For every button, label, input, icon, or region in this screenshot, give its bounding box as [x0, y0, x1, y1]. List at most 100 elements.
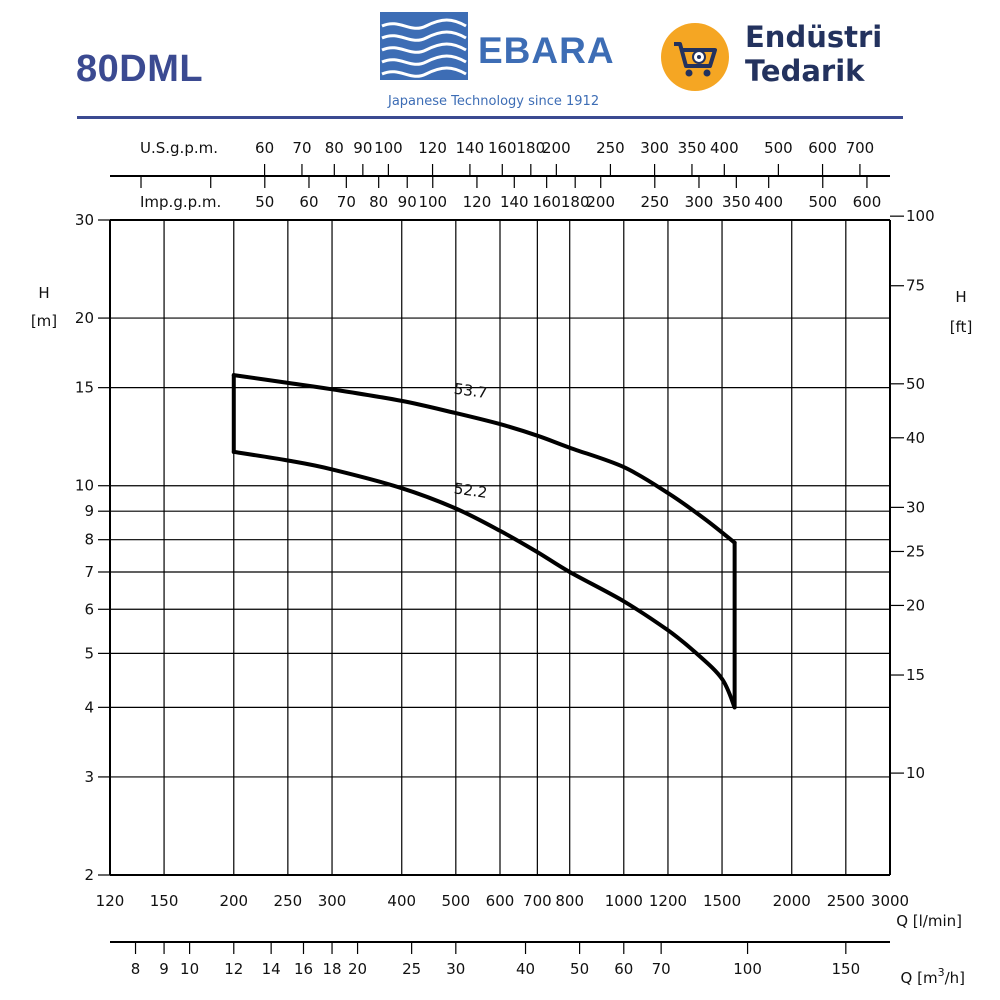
- m3h-tick-label: 20: [348, 960, 367, 978]
- y-tick-label: 10: [75, 477, 94, 495]
- vendor-name-line2: Tedarik: [745, 54, 865, 88]
- y-tick-label: 2: [84, 866, 94, 884]
- us-gpm-tick-label: 350: [678, 139, 707, 157]
- x-tick-label: 2000: [773, 892, 811, 910]
- y-right-axis-label-h: H: [955, 288, 966, 306]
- series-line-53-7: [231, 373, 737, 545]
- y-right-tick-label: 10: [906, 764, 925, 782]
- us-gpm-tick-label: 700: [846, 139, 875, 157]
- m3h-tick-label: 16: [294, 960, 313, 978]
- header-divider: [77, 116, 903, 119]
- x-tick-label: 1200: [649, 892, 687, 910]
- x-tick-label: 600: [486, 892, 515, 910]
- imp-gpm-tick-label: 100: [418, 193, 447, 211]
- y-right-tick-label: 100: [906, 207, 935, 225]
- m3h-tick-label: 10: [180, 960, 199, 978]
- m3h-tick-label: 60: [614, 960, 633, 978]
- m3h-tick-label: 18: [322, 960, 341, 978]
- imp-gpm-tick-label: 140: [500, 193, 529, 211]
- imp-gpm-tick-label: 600: [853, 193, 882, 211]
- m3h-tick-label: 150: [831, 960, 860, 978]
- model-title: 80DML: [76, 48, 204, 90]
- x-tick-label: 1500: [703, 892, 741, 910]
- us-gpm-label: U.S.g.p.m.: [140, 139, 218, 157]
- series-label: 53.7: [453, 380, 489, 402]
- x-tick-label: 150: [150, 892, 179, 910]
- y-right-tick-label: 75: [906, 277, 925, 295]
- us-gpm-tick-label: 100: [374, 139, 403, 157]
- ebara-logo: EBARA Japanese Technology since 1912: [380, 12, 620, 112]
- shopping-cart-gear-icon: [661, 23, 729, 91]
- x-tick-label: 800: [555, 892, 584, 910]
- us-gpm-tick-label: 120: [418, 139, 447, 157]
- x-tick-label: 1000: [605, 892, 643, 910]
- x-tick-label: 3000: [871, 892, 909, 910]
- imp-gpm-tick-label: 350: [722, 193, 751, 211]
- us-gpm-tick-label: 160: [488, 139, 517, 157]
- y-tick-label: 30: [75, 211, 94, 229]
- m3h-label-main: Q [m: [901, 969, 938, 987]
- us-gpm-tick-label: 70: [292, 139, 311, 157]
- imp-gpm-label: Imp.g.p.m.: [140, 193, 221, 211]
- m3h-tick-label: 25: [402, 960, 421, 978]
- us-gpm-tick-label: 400: [710, 139, 739, 157]
- m3h-tick-label: 50: [570, 960, 589, 978]
- y-right-tick-label: 25: [906, 542, 925, 560]
- imp-gpm-tick-label: 90: [398, 193, 417, 211]
- y-right-tick-label: 40: [906, 429, 925, 447]
- us-gpm-tick-label: 250: [596, 139, 625, 157]
- imp-gpm-tick-label: 300: [685, 193, 714, 211]
- ebara-wordmark: EBARA: [478, 30, 615, 71]
- us-gpm-tick-label: 90: [353, 139, 372, 157]
- imp-gpm-tick-label: 60: [299, 193, 318, 211]
- y-right-tick-label: 20: [906, 596, 925, 614]
- m3h-label-sup: 3: [938, 966, 945, 979]
- imp-gpm-tick-label: 160: [532, 193, 561, 211]
- us-gpm-tick-label: 300: [640, 139, 669, 157]
- y-axis-label-unit: [m]: [31, 312, 57, 330]
- us-gpm-tick-label: 600: [808, 139, 837, 157]
- x-tick-label: 2500: [827, 892, 865, 910]
- m3h-tick-label: 30: [446, 960, 465, 978]
- imp-gpm-tick-label: 250: [640, 193, 669, 211]
- x-tick-label: 700: [523, 892, 552, 910]
- x-tick-label: 400: [387, 892, 416, 910]
- tick-labels: 120 150 200 250 300 400 500 600 700 800 1000 1200 15…: [75, 139, 935, 978]
- series-line-52-2: [231, 449, 737, 710]
- vendor-name-line1: Endüstri: [745, 20, 883, 54]
- y-axis-label-h: H: [38, 284, 49, 302]
- y-tick-label: 5: [84, 644, 94, 662]
- us-gpm-tick-label: 500: [764, 139, 793, 157]
- y-tick-label: 7: [84, 563, 94, 581]
- us-gpm-tick-label: 80: [325, 139, 344, 157]
- imp-gpm-tick-label: 400: [754, 193, 783, 211]
- y-right-tick-label: 15: [906, 666, 925, 684]
- imp-gpm-tick-label: 70: [337, 193, 356, 211]
- ebara-tagline: Japanese Technology since 1912: [388, 94, 600, 109]
- y-right-tick-label: 30: [906, 498, 925, 516]
- m3h-tick-label: 100: [733, 960, 762, 978]
- imp-gpm-tick-label: 180: [561, 193, 590, 211]
- x-axis-label: Q [l/min]: [896, 912, 962, 930]
- y-tick-label: 20: [75, 309, 94, 327]
- axes: [98, 164, 904, 954]
- y-right-axis-label-unit: [ft]: [950, 318, 973, 336]
- x-tick-label: 250: [274, 892, 303, 910]
- imp-gpm-tick-label: 50: [255, 193, 274, 211]
- us-gpm-tick-label: 140: [456, 139, 485, 157]
- us-gpm-tick-label: 60: [255, 139, 274, 157]
- imp-gpm-tick-label: 500: [808, 193, 837, 211]
- us-gpm-tick-label: 180: [516, 139, 545, 157]
- y-tick-label: 8: [84, 531, 94, 549]
- y-right-tick-label: 50: [906, 375, 925, 393]
- series-label: 52.2: [453, 479, 489, 501]
- imp-gpm-tick-label: 200: [586, 193, 615, 211]
- m3h-label-end: /h]: [945, 969, 965, 987]
- curves: 53.7 52.2: [231, 373, 737, 710]
- y-tick-label: 15: [75, 379, 94, 397]
- m3h-tick-label: 14: [262, 960, 281, 978]
- y-tick-label: 9: [84, 502, 94, 520]
- m3h-tick-label: 8: [131, 960, 141, 978]
- us-gpm-tick-label: 200: [542, 139, 571, 157]
